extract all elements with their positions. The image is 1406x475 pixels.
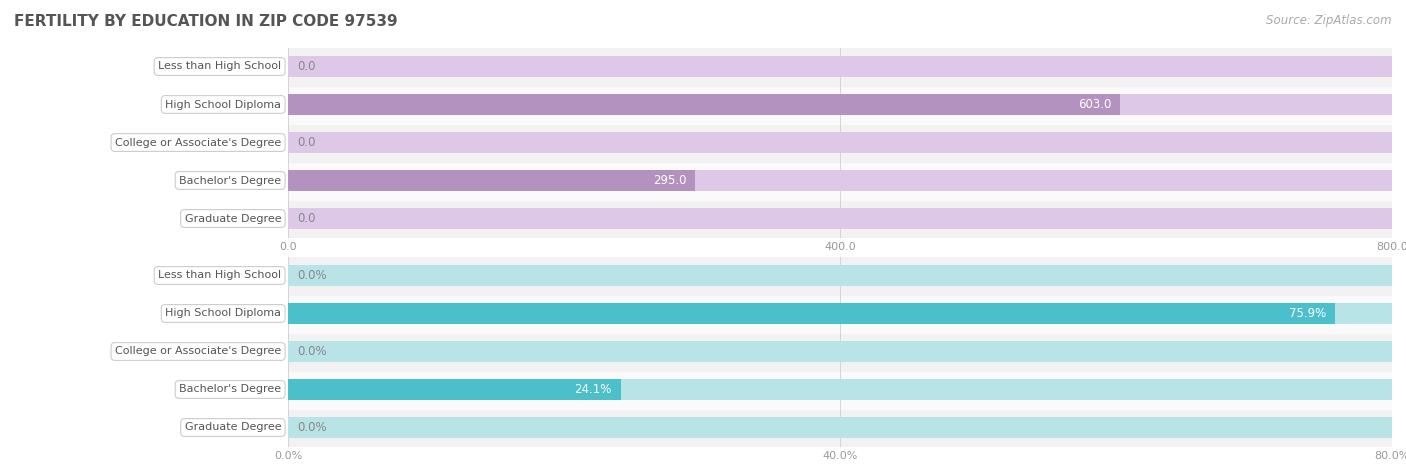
Text: Bachelor's Degree: Bachelor's Degree [179,384,281,395]
Text: 75.9%: 75.9% [1289,307,1326,320]
Text: Source: ZipAtlas.com: Source: ZipAtlas.com [1267,14,1392,27]
Bar [288,303,1336,324]
Bar [288,86,1392,124]
Bar [288,200,1392,238]
Bar [288,417,1392,438]
Bar [288,94,1392,115]
Text: Less than High School: Less than High School [157,61,281,72]
Text: 0.0: 0.0 [297,136,315,149]
Text: 24.1%: 24.1% [575,383,612,396]
Text: Graduate Degree: Graduate Degree [184,422,281,433]
Text: 295.0: 295.0 [652,174,686,187]
Text: 603.0: 603.0 [1078,98,1111,111]
Bar [288,94,1121,115]
Bar [288,294,1392,332]
Bar [288,124,1392,162]
Bar [288,56,1392,77]
Text: 0.0: 0.0 [297,212,315,225]
Bar [288,341,1392,362]
Text: Bachelor's Degree: Bachelor's Degree [179,175,281,186]
Text: Less than High School: Less than High School [157,270,281,281]
Bar [288,303,1392,324]
Bar [288,48,1392,86]
Bar [288,370,1392,408]
Bar [288,408,1392,446]
Bar [288,256,1392,294]
Bar [288,379,620,400]
Bar [288,132,1392,153]
Text: College or Associate's Degree: College or Associate's Degree [115,346,281,357]
Text: High School Diploma: High School Diploma [165,308,281,319]
Text: Graduate Degree: Graduate Degree [184,213,281,224]
Text: 0.0%: 0.0% [297,421,326,434]
Bar [288,208,1392,229]
Text: 0.0%: 0.0% [297,269,326,282]
Bar [288,170,695,191]
Bar [288,162,1392,199]
Bar [288,332,1392,371]
Text: FERTILITY BY EDUCATION IN ZIP CODE 97539: FERTILITY BY EDUCATION IN ZIP CODE 97539 [14,14,398,29]
Bar [288,265,1392,286]
Bar [288,170,1392,191]
Bar [288,379,1392,400]
Text: High School Diploma: High School Diploma [165,99,281,110]
Text: 0.0%: 0.0% [297,345,326,358]
Text: College or Associate's Degree: College or Associate's Degree [115,137,281,148]
Text: 0.0: 0.0 [297,60,315,73]
